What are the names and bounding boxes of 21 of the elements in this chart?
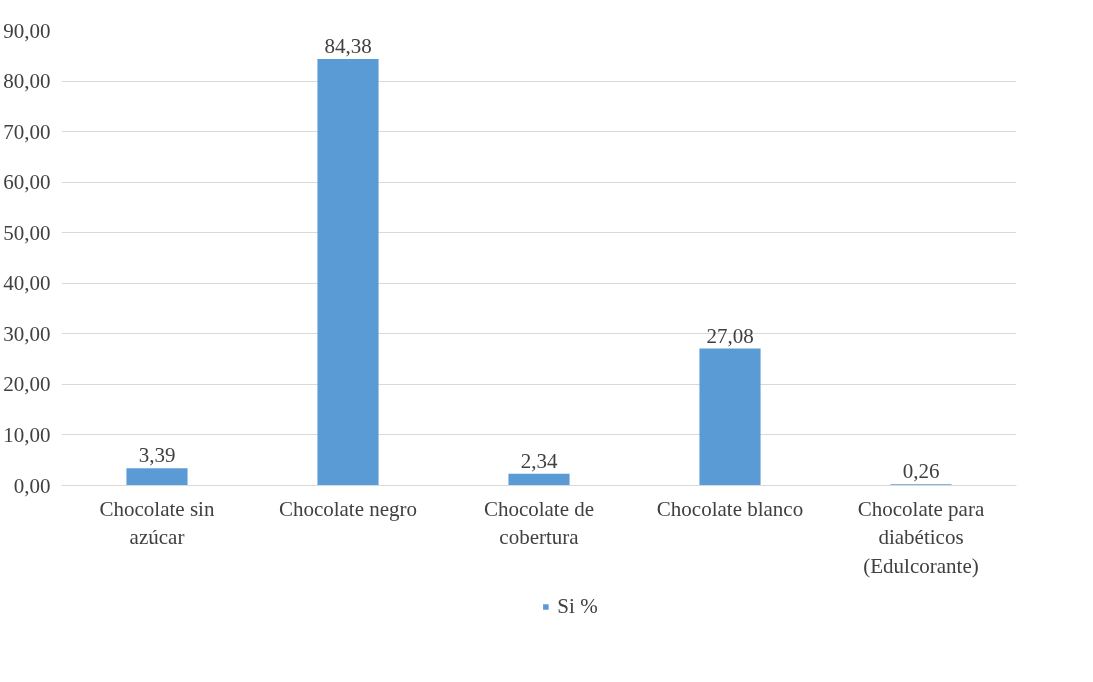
data-label: 3,39 (138, 443, 176, 468)
x-tick-label: Chocolate negro (278, 496, 418, 521)
y-tick-label: 90,00 (3, 18, 51, 43)
data-label: 2,34 (520, 448, 558, 473)
x-tick-label: Chocolate para diabéticos (Edulcorante) (857, 496, 985, 579)
y-tick-label: 60,00 (3, 170, 51, 195)
y-tick-label: 30,00 (3, 321, 51, 346)
y-tick-label: 80,00 (3, 69, 51, 94)
x-tick-label: Chocolate sin azúcar (99, 496, 215, 550)
y-tick-label: 10,00 (3, 422, 51, 447)
y-tick-label: 70,00 (3, 119, 51, 144)
data-label: 0,26 (902, 459, 940, 484)
y-tick-label: 40,00 (3, 271, 51, 296)
data-label: 84,38 (324, 33, 372, 58)
legend-label: Si % (557, 593, 598, 619)
data-label: 27,08 (706, 323, 754, 348)
x-tick-label: Chocolate de cobertura (483, 496, 595, 550)
y-tick-label: 50,00 (3, 220, 51, 245)
y-tick-label: 0,00 (13, 473, 51, 498)
y-tick-label: 20,00 (3, 372, 51, 397)
x-tick-label: Chocolate blanco (656, 496, 804, 521)
